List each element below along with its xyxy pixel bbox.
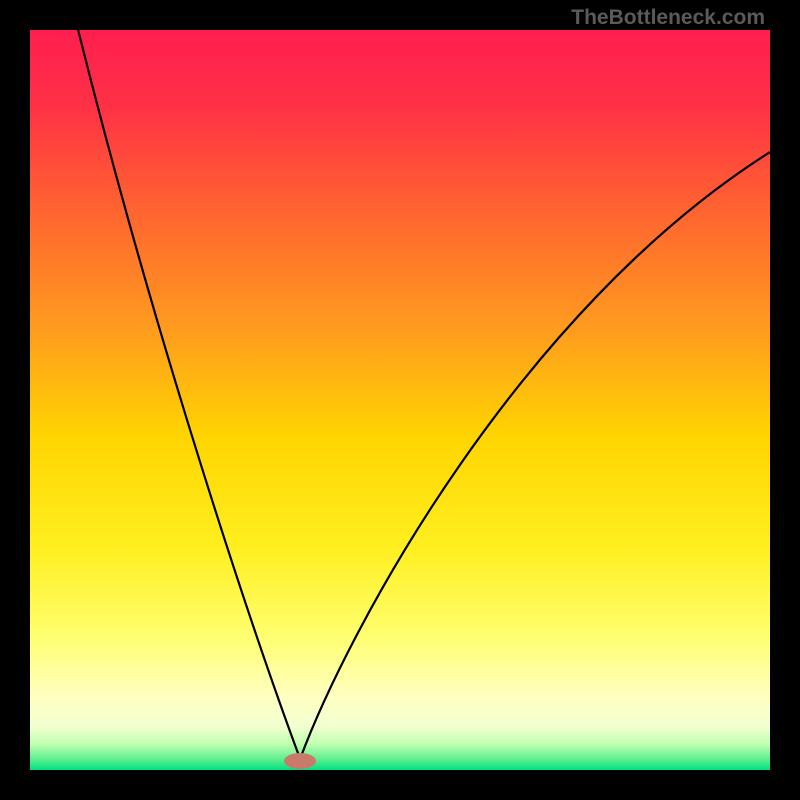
curve-layer <box>30 30 770 770</box>
bottleneck-curve <box>78 30 770 759</box>
plot-area <box>30 30 770 770</box>
chart-frame: TheBottleneck.com <box>0 0 800 800</box>
cusp-marker <box>284 753 316 769</box>
watermark-text: TheBottleneck.com <box>571 6 765 30</box>
